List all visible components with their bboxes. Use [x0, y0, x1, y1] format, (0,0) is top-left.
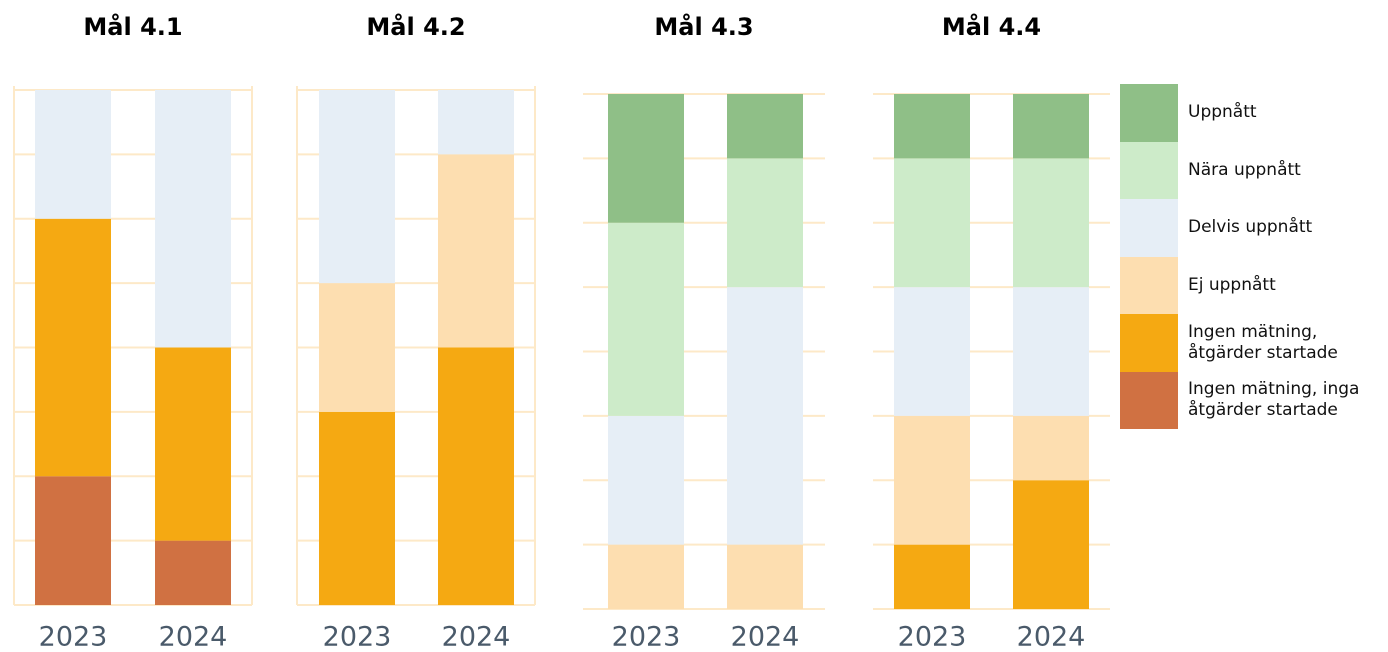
charts: Mål 4.1 2023 2024 Mål 4.2 2023 2024 Mål 4.3 202…	[13, 12, 1110, 652]
legend-label: Nära uppnått	[1188, 159, 1301, 180]
legend-swatch	[1120, 84, 1178, 142]
legend-swatch	[1120, 141, 1178, 199]
bar-segment	[1013, 287, 1089, 416]
legend-swatch	[1120, 314, 1178, 372]
bar-segment	[438, 347, 514, 605]
bar-segment	[438, 154, 514, 348]
legend-swatch	[1120, 371, 1178, 429]
x-tick-label: 2023	[898, 622, 967, 652]
x-tick-label: 2023	[323, 622, 392, 652]
bar-segment	[438, 90, 514, 155]
bar-segment	[1013, 94, 1089, 159]
legend-swatch	[1120, 199, 1178, 257]
chart-title: Mål 4.2	[366, 12, 465, 41]
bar-segment	[894, 544, 970, 609]
legend-item: Ingen mätning, åtgärder startade	[1120, 314, 1388, 372]
bar-segment	[727, 287, 803, 545]
legend-swatch	[1120, 256, 1178, 314]
bar-segment	[35, 476, 111, 605]
legend-label: Uppnått	[1188, 102, 1257, 123]
chart-title: Mål 4.4	[942, 12, 1041, 41]
x-tick-label: 2023	[612, 622, 681, 652]
chart-title: Mål 4.3	[654, 12, 753, 41]
x-tick-label: 2024	[731, 622, 800, 652]
legend-label: Delvis uppnått	[1188, 217, 1313, 238]
legend-label: Ingen mätning, inga åtgärder startade	[1188, 379, 1360, 421]
chart-title: Mål 4.1	[83, 12, 182, 41]
legend-item: Uppnått	[1120, 84, 1388, 142]
bar-segment	[319, 411, 395, 605]
legend-item: Ej uppnått	[1120, 256, 1388, 314]
x-tick-label: 2024	[159, 622, 228, 652]
legend-item: Ingen mätning, inga åtgärder startade	[1120, 371, 1388, 429]
legend-label: Ingen mätning, åtgärder startade	[1188, 321, 1338, 363]
bar-segment	[155, 347, 231, 541]
bar-segment	[894, 287, 970, 416]
bar-segment	[1013, 158, 1089, 288]
bar-segment	[608, 415, 684, 545]
x-tick-label: 2024	[442, 622, 511, 652]
bar-segment	[1013, 480, 1089, 609]
bar-segment	[319, 90, 395, 284]
bar-segment	[727, 94, 803, 159]
bar-segment	[319, 283, 395, 412]
bar-segment	[608, 222, 684, 416]
bar-segment	[727, 158, 803, 288]
bar-segment	[35, 218, 111, 477]
bar-segment	[727, 544, 803, 609]
bar-segment	[155, 90, 231, 348]
bar-segment	[894, 94, 970, 159]
bar-segment	[155, 540, 231, 605]
legend-item: Nära uppnått	[1120, 141, 1388, 199]
bar-segment	[1013, 415, 1089, 481]
legend-item: Delvis uppnått	[1120, 199, 1388, 257]
bar-segment	[608, 94, 684, 223]
bar-segment	[35, 90, 111, 219]
x-tick-label: 2023	[39, 622, 108, 652]
bar-segment	[894, 415, 970, 545]
legend: Uppnått Nära uppnått Delvis uppnått Ej uppn…	[1120, 84, 1388, 429]
bar-segment	[894, 158, 970, 288]
bar-segment	[608, 544, 684, 609]
x-tick-label: 2024	[1017, 622, 1086, 652]
legend-label: Ej uppnått	[1188, 274, 1276, 295]
